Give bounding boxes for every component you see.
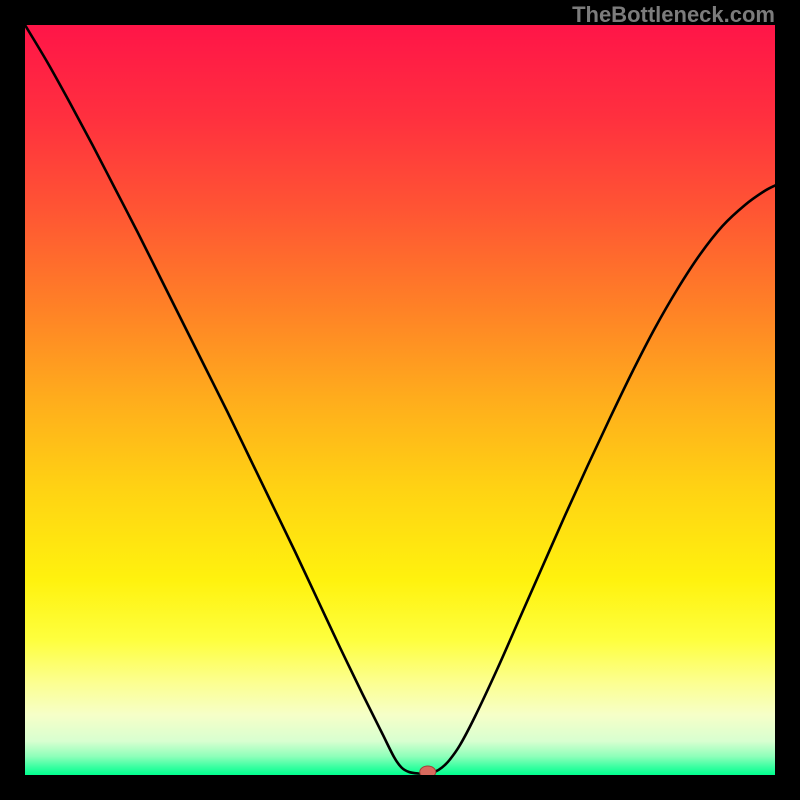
chart-container: TheBottleneck.com — [0, 0, 800, 800]
bottleneck-curve — [25, 25, 775, 774]
watermark-text: TheBottleneck.com — [572, 2, 775, 28]
optimal-point-marker — [420, 766, 436, 775]
curve-overlay — [25, 25, 775, 775]
plot-area — [25, 25, 775, 775]
